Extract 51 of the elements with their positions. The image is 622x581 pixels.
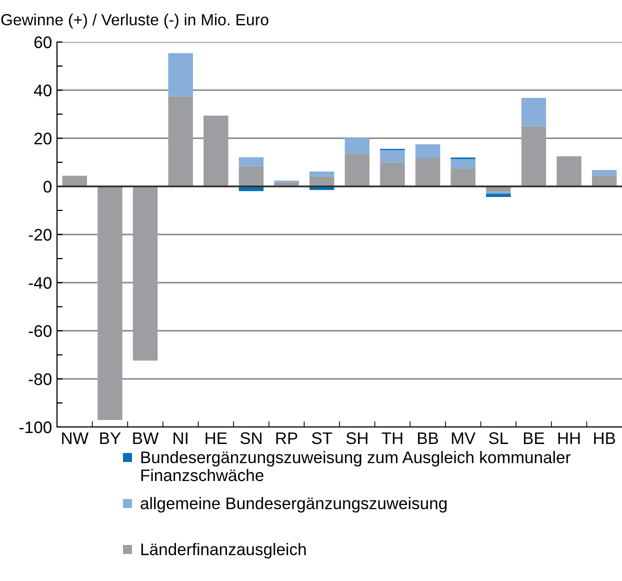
y-tick-label: 40	[34, 84, 52, 96]
legend-label: Bundesergänzungszuweisung zum Ausgleich kommunaler Finanzschwäche	[141, 451, 571, 482]
bar	[98, 186, 122, 420]
bar	[592, 170, 617, 176]
y-tick-label: 60	[34, 36, 52, 48]
y-tick-label: -20	[28, 228, 52, 241]
x-tick-label: NI	[174, 432, 188, 444]
x-tick-label: SH	[346, 432, 368, 444]
legend-label: allgemeine Bundesergänzungszuweisung	[140, 497, 447, 513]
y-tick-label: -40	[28, 277, 52, 289]
bar	[486, 194, 511, 197]
x-tick-label: BE	[524, 432, 544, 444]
bar	[450, 158, 476, 168]
bar	[238, 157, 264, 166]
bar	[415, 144, 440, 158]
y-tick-label: -60	[28, 325, 52, 337]
x-tick-label: HE	[206, 432, 227, 444]
bar	[592, 175, 617, 186]
bar	[168, 53, 193, 96]
bar	[309, 171, 334, 176]
x-tick-label: HH	[558, 432, 580, 444]
y-tick-label: -100	[20, 421, 52, 434]
x-tick-label: MV	[452, 432, 476, 444]
x-tick-label: RP	[276, 432, 298, 444]
bar	[450, 168, 476, 186]
x-tick-label: ST	[312, 432, 332, 444]
bar	[556, 156, 582, 186]
legend-label: Länderfinanzausgleich	[141, 543, 306, 559]
x-tick-label: SN	[240, 432, 262, 444]
x-tick-label: SL	[488, 432, 508, 444]
x-tick-label: NW	[62, 432, 88, 444]
x-tick-label: BB	[418, 432, 438, 444]
bar	[344, 154, 370, 186]
bar	[521, 98, 546, 126]
bar	[415, 158, 440, 186]
y-tick-label: 20	[34, 132, 52, 144]
x-tick-label: TH	[382, 432, 402, 444]
bar	[344, 138, 370, 154]
y-tick-label: 0	[44, 180, 52, 193]
bar	[521, 126, 546, 186]
y-tick-label: -80	[28, 373, 52, 386]
y-axis-title: Gewinne (+) / Verluste (-) in Mio. Euro	[1, 14, 268, 29]
bar	[204, 116, 228, 186]
bar	[380, 150, 405, 162]
x-tick-label: HB	[594, 432, 616, 444]
x-tick-label: BY	[100, 432, 121, 444]
x-tick-label: BW	[133, 432, 159, 444]
bar	[168, 96, 193, 186]
bar	[238, 166, 264, 186]
bar	[132, 186, 158, 361]
bar	[380, 162, 405, 186]
